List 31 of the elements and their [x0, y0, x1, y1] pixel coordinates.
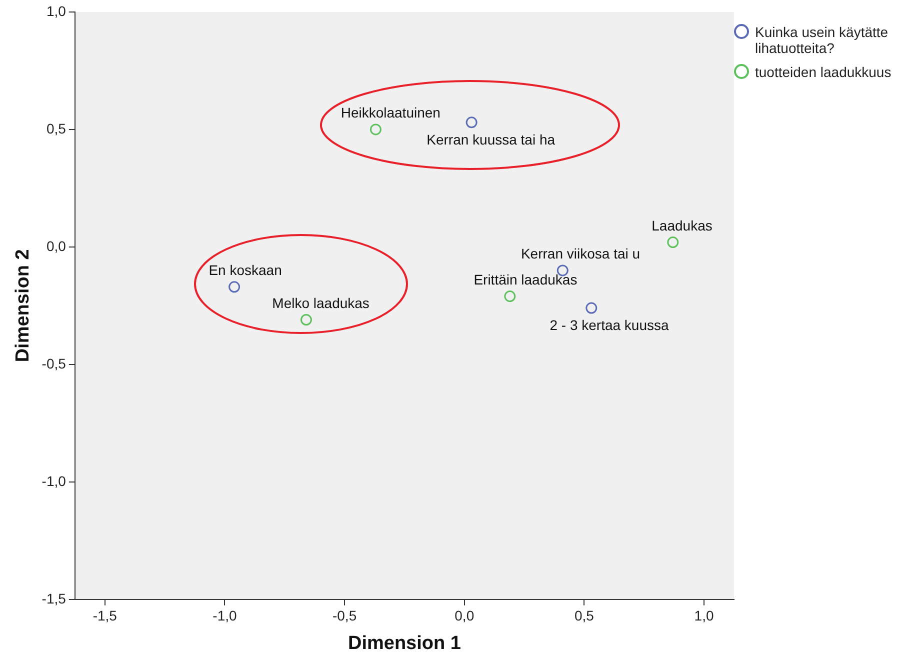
y-axis-title: Dimension 2: [12, 249, 34, 362]
x-tick-label: -1,5: [92, 608, 118, 624]
x-tick-label: -0,5: [332, 608, 357, 624]
point: [586, 302, 598, 314]
legend-label: tuotteiden laadukkuus: [755, 64, 892, 80]
annotation: Kerran viikosa tai u: [520, 245, 640, 262]
point: [504, 290, 516, 302]
annotation: Erittäin laadukas: [474, 271, 578, 288]
x-tick-label: 1,0: [694, 608, 714, 624]
y-tick-label: 0,0: [46, 238, 66, 254]
annotation: Kerran kuussa tai ha: [426, 131, 556, 148]
y-tick-label: 0,5: [46, 120, 66, 136]
point: [667, 236, 679, 248]
y-tick-label: -0,5: [42, 355, 66, 372]
annotation: En koskaan: [208, 262, 282, 278]
annotation: 2 - 3 kertaa kuussa: [550, 317, 670, 334]
point: [300, 314, 312, 326]
point: [228, 281, 240, 293]
x-tick-label: -1,0: [212, 608, 237, 624]
annotation: Heikkolaatuinen: [340, 104, 440, 120]
point: [466, 116, 478, 128]
x-tick-label: 0,5: [574, 608, 594, 624]
y-tick-label: -1,5: [42, 590, 66, 606]
x-tick-label: 0,0: [454, 608, 474, 624]
point: [370, 124, 382, 136]
y-tick-label: -1,0: [42, 472, 66, 489]
y-tick-label: 1,0: [46, 2, 66, 19]
x-axis-title: Dimension 1: [348, 632, 462, 654]
annotation: Laadukas: [652, 217, 712, 234]
legend-label: Kuinka usein käytätte lihatuotteita?: [755, 24, 890, 56]
annotation: Melko laadukas: [272, 294, 370, 311]
